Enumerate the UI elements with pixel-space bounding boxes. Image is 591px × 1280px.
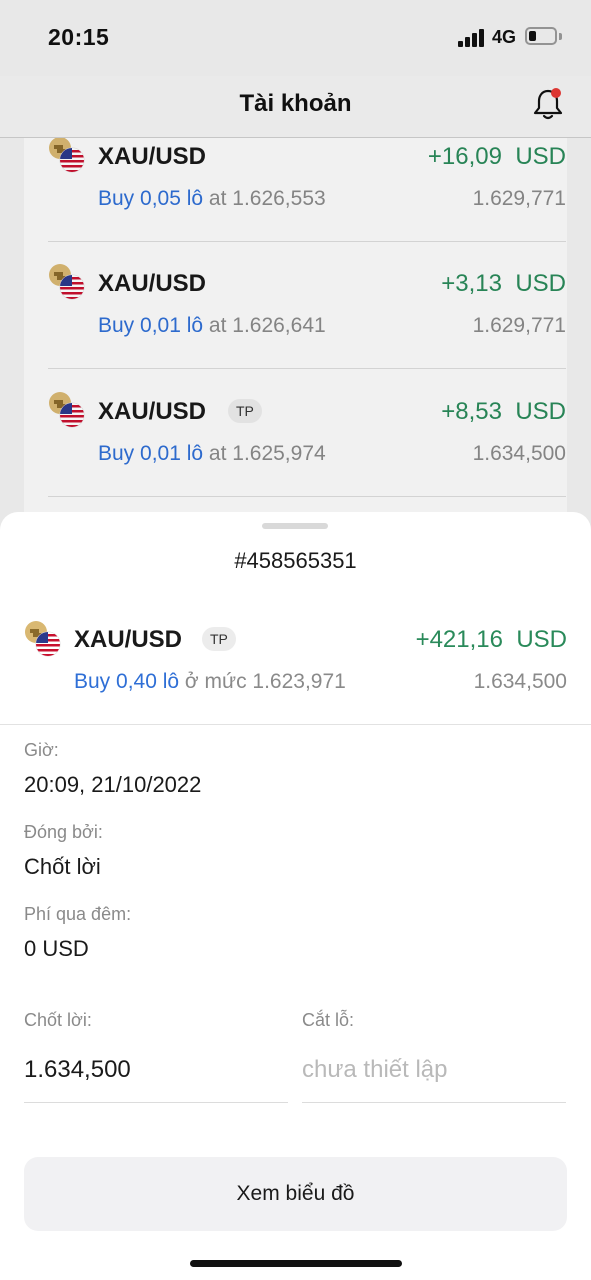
- position-row[interactable]: XAU/USD TP +8,53 USD Buy 0,01 lô at 1.62…: [48, 369, 566, 497]
- position-detail: Buy 0,01 lô at 1.625,974: [98, 442, 326, 466]
- view-chart-button[interactable]: Xem biểu đồ: [24, 1157, 567, 1231]
- positions-list[interactable]: XAU/USD +16,09 USD Buy 0,05 lô at 1.626,…: [24, 138, 567, 540]
- battery-tip: [559, 33, 562, 40]
- gold-usd-icon: [49, 392, 85, 428]
- closed-by-label: Đóng bởi:: [24, 822, 103, 842]
- position-open-price: at 1.625,974: [203, 442, 326, 465]
- time-value: 20:09, 21/10/2022: [24, 772, 202, 797]
- page-title: Tài khoản: [239, 90, 352, 117]
- time-label: Giờ:: [24, 740, 59, 760]
- swap-value: 0 USD: [24, 936, 89, 961]
- position-side-lots: Buy 0,01 lô: [98, 314, 204, 337]
- position-detail: Buy 0,05 lô at 1.626,553: [98, 187, 326, 211]
- position-side-lots: Buy 0,01 lô: [98, 442, 204, 465]
- gold-usd-icon: [25, 621, 61, 657]
- network-type: 4G: [492, 27, 517, 47]
- sheet-position-summary: XAU/USD TP +421,16 USD Buy 0,40 lô ở mức…: [24, 616, 567, 696]
- stop-loss-label: Cắt lỗ:: [302, 1010, 355, 1030]
- nav-bar: Tài khoản: [0, 76, 591, 138]
- position-profit: +16,09 USD: [427, 143, 566, 170]
- status-bar: 20:15 4G: [0, 0, 591, 76]
- take-profit-label: Chốt lời:: [24, 1010, 92, 1030]
- position-side-lots: Buy 0,05 lô: [98, 187, 204, 210]
- status-time: 20:15: [48, 24, 110, 50]
- gold-usd-icon: [49, 138, 85, 173]
- account-screen: 20:15 4G Tài khoản: [0, 0, 591, 540]
- position-current-price: 1.629,771: [472, 314, 566, 337]
- position-open-price: at 1.626,641: [203, 314, 326, 337]
- position-open-price: ở mức 1.623,971: [179, 670, 346, 693]
- swap-label: Phí qua đêm:: [24, 904, 132, 924]
- tp-badge: TP: [202, 627, 236, 651]
- stop-loss-placeholder[interactable]: chưa thiết lập: [302, 1056, 448, 1083]
- battery-icon: [525, 27, 557, 45]
- notification-dot: [551, 88, 561, 98]
- position-profit: +8,53 USD: [441, 398, 566, 425]
- position-profit: +3,13 USD: [441, 270, 566, 297]
- position-profit: +421,16 USD: [415, 626, 567, 653]
- position-current-price: 1.634,500: [473, 670, 567, 693]
- stop-loss-field[interactable]: Cắt lỗ: chưa thiết lập: [302, 1010, 566, 1103]
- position-detail-sheet: #458565351 XAU/USD TP +421,16 USD Buy 0,…: [0, 512, 591, 1280]
- take-profit-field[interactable]: Chốt lời: 1.634,500: [24, 1010, 288, 1103]
- position-symbol: XAU/USD: [98, 270, 207, 297]
- position-side-lots: Buy 0,40 lô: [74, 670, 180, 693]
- divider: [0, 724, 591, 725]
- position-row[interactable]: XAU/USD +16,09 USD Buy 0,05 lô at 1.626,…: [48, 138, 566, 242]
- position-detail: Buy 0,01 lô at 1.626,641: [98, 314, 326, 338]
- position-symbol: XAU/USD: [98, 143, 207, 170]
- position-open-price: at 1.626,553: [203, 187, 326, 210]
- position-row[interactable]: XAU/USD +3,13 USD Buy 0,01 lô at 1.626,6…: [48, 241, 566, 369]
- closed-by-value: Chốt lời: [24, 854, 101, 879]
- take-profit-value[interactable]: 1.634,500: [24, 1056, 131, 1083]
- signal-icon: [458, 29, 486, 47]
- gold-usd-icon: [49, 264, 85, 300]
- sheet-grabber[interactable]: [262, 523, 328, 529]
- position-symbol: XAU/USD: [98, 398, 207, 425]
- position-current-price: 1.629,771: [472, 187, 566, 210]
- home-indicator[interactable]: [190, 1260, 402, 1267]
- ticket-number: #458565351: [234, 548, 357, 573]
- position-symbol: XAU/USD: [74, 626, 183, 653]
- position-detail: Buy 0,40 lô ở mức 1.623,971: [74, 670, 346, 694]
- tp-badge: TP: [228, 399, 262, 423]
- position-current-price: 1.634,500: [472, 442, 566, 465]
